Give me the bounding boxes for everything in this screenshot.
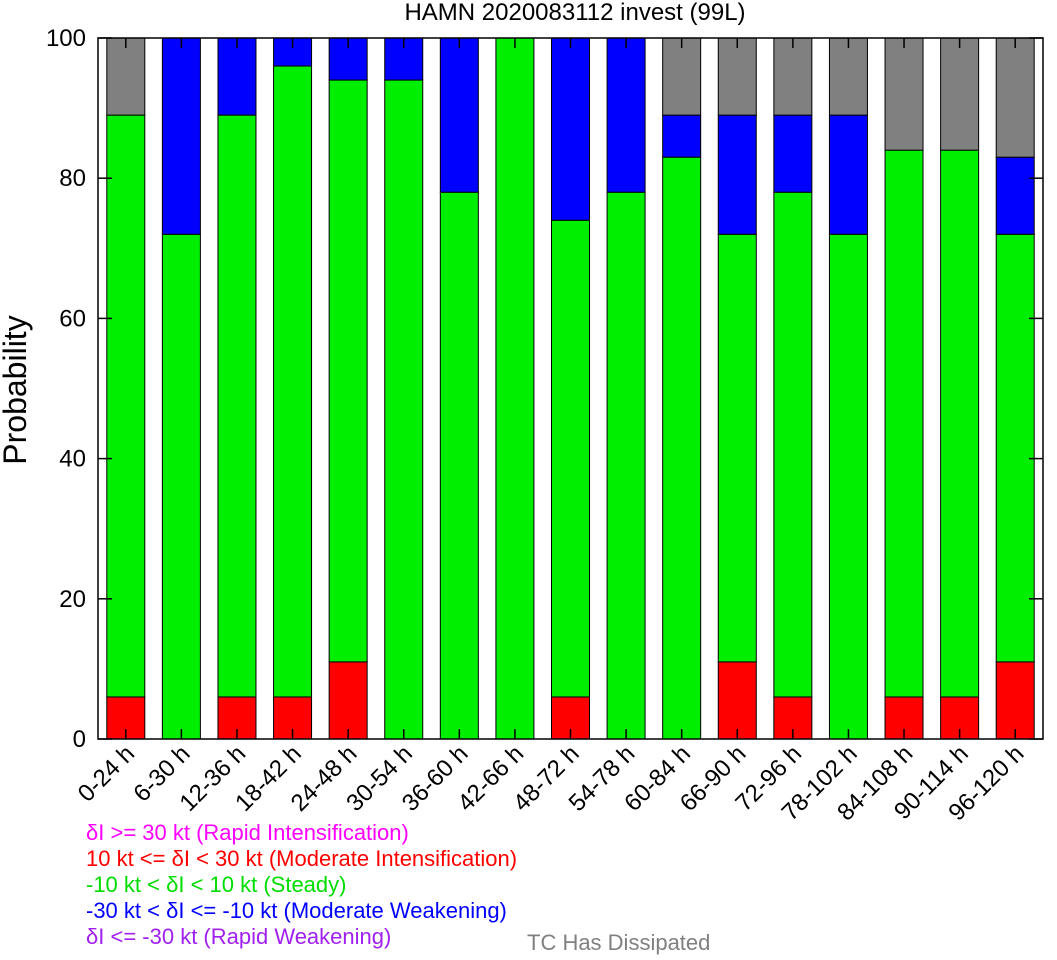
bar-segment [606, 191, 646, 740]
bar-segment [662, 114, 702, 158]
bar-segment [662, 37, 702, 116]
bar-segment [161, 37, 201, 235]
bar-segment [106, 114, 146, 698]
y-tick-label: 20 [59, 586, 86, 613]
legend-entry-moderate-intensification: 10 kt <= δI < 30 kt (Moderate Intensific… [86, 846, 518, 871]
bar-segment [995, 37, 1035, 158]
bar-segment [384, 79, 424, 740]
bar-segment [328, 79, 368, 663]
bar-segment [551, 37, 590, 221]
bar-segment [773, 191, 813, 698]
y-axis-label: Probability [0, 315, 33, 464]
bar-segment [828, 233, 868, 740]
bar-segment [828, 37, 868, 116]
y-tick-label: 100 [46, 25, 86, 52]
bar-segment [495, 37, 535, 740]
bar-segment [273, 65, 313, 698]
legend-entry-moderate-weakening: -30 kt < δI <= -10 kt (Moderate Weakenin… [86, 898, 507, 923]
legend: δI >= 30 kt (Rapid Intensification) 10 k… [86, 820, 517, 950]
bar-segment [884, 37, 924, 151]
bar-segment [717, 233, 757, 663]
legend-entry-steady: -10 kt < δI < 10 kt (Steady) [86, 872, 347, 897]
bar-segment [995, 661, 1035, 740]
bar-segment [828, 114, 868, 235]
bar-segment [606, 37, 646, 193]
bar-segment [161, 233, 201, 740]
bar-segment [717, 37, 757, 116]
bar-segment [773, 114, 813, 193]
bar-segment [551, 219, 590, 698]
bar-segment [940, 149, 980, 698]
bar-segment [717, 114, 757, 235]
bar-segment [439, 37, 479, 193]
bar-segment [940, 37, 980, 151]
bar-segment [106, 37, 146, 116]
y-tick-label: 60 [59, 305, 86, 332]
bar-segment [217, 114, 257, 698]
legend-entry-dissipated: TC Has Dissipated [527, 930, 711, 955]
bars-group [106, 37, 1035, 740]
bar-segment [995, 233, 1035, 663]
legend-entry-rapid-weakening: δI <= -30 kt (Rapid Weakening) [86, 924, 392, 949]
bar-segment [884, 149, 924, 698]
bar-segment [773, 37, 813, 116]
bar-segment [273, 37, 313, 67]
bar-segment [328, 37, 368, 81]
legend-entry-rapid-intensification: δI >= 30 kt (Rapid Intensification) [86, 820, 409, 845]
bar-segment [995, 156, 1035, 235]
bar-segment [328, 661, 368, 740]
bar-segment [439, 191, 479, 740]
bar-segment [217, 37, 257, 116]
y-tick-label: 0 [73, 726, 86, 753]
y-tick-label: 80 [59, 165, 86, 192]
bar-segment [717, 661, 757, 740]
y-tick-label: 40 [59, 446, 86, 473]
chart-title: HAMN 2020083112 invest (99L) [404, 0, 745, 26]
bar-segment [662, 156, 702, 740]
